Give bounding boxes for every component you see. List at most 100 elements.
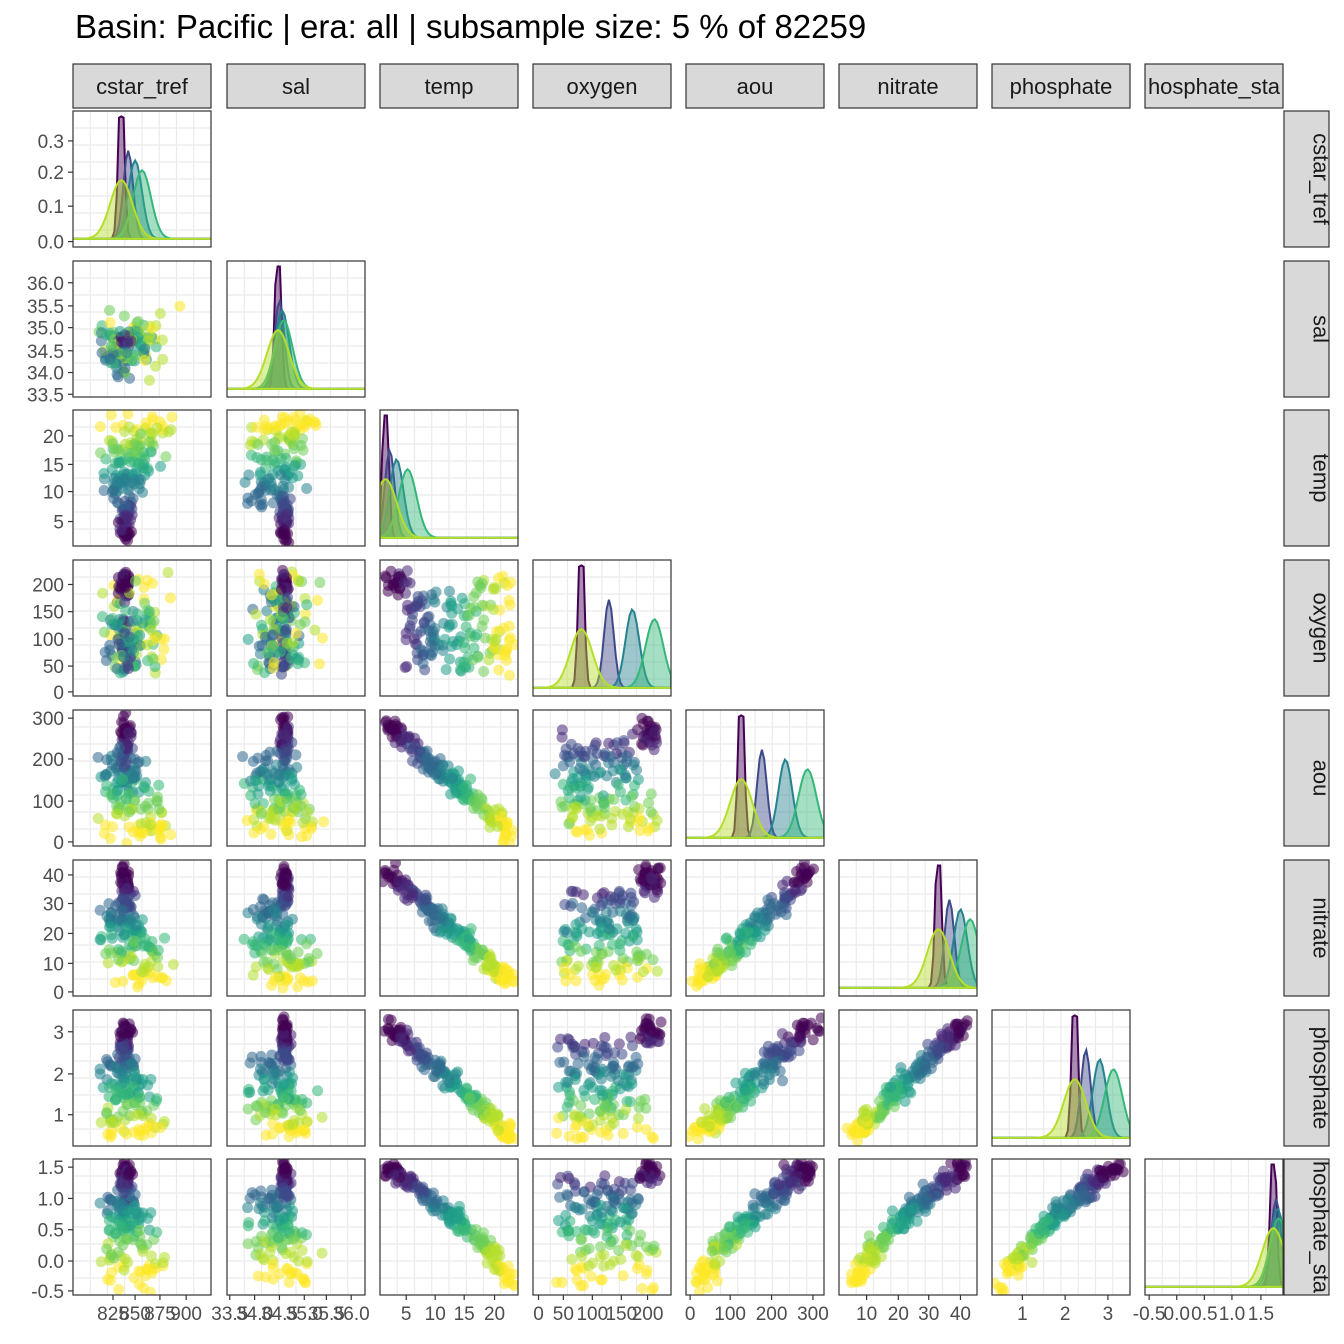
scatter-point	[107, 438, 119, 450]
scatter-point	[290, 801, 302, 813]
scatter-point	[104, 317, 116, 329]
scatter-point	[509, 1280, 518, 1292]
scatter-point	[96, 347, 108, 359]
scatter-point	[260, 451, 272, 463]
scatter-point	[145, 1207, 157, 1219]
scatter-point	[132, 981, 144, 993]
scatter-point	[605, 894, 617, 906]
scatter-point	[250, 608, 262, 620]
panel-nitrate-vs-aou	[685, 859, 825, 997]
scatter-point	[654, 862, 666, 874]
scatter-point	[127, 969, 139, 981]
scatter-point	[110, 1115, 122, 1127]
scatter-point	[282, 721, 294, 733]
scatter-point	[468, 803, 480, 815]
scatter-point	[695, 963, 707, 975]
scatter-point	[253, 640, 265, 652]
scatter-point	[815, 1012, 824, 1024]
scatter-point	[278, 497, 290, 509]
panel-border	[72, 409, 212, 547]
scatter-point	[280, 735, 292, 747]
scatter-point	[113, 457, 125, 469]
scatter-point	[117, 773, 129, 785]
scatter-point	[874, 1112, 886, 1124]
scatter-point	[129, 762, 141, 774]
scatter-point	[555, 796, 567, 808]
scatter-point	[436, 925, 448, 937]
scatter-point	[799, 1027, 811, 1039]
scatter-point	[416, 906, 428, 918]
panel-oxygen-vs-oxygen	[532, 559, 672, 697]
scatter-point	[283, 537, 295, 546]
scatter-point	[135, 803, 147, 815]
scatter-point	[642, 797, 654, 809]
scatter-point	[152, 944, 164, 956]
scatter-point	[268, 904, 280, 916]
scatter-point	[620, 794, 632, 806]
scatter-point	[95, 1256, 107, 1268]
scatter-point	[443, 621, 455, 633]
scatter-point	[141, 639, 153, 651]
scatter-point	[139, 453, 151, 465]
panel-nitrate-vs-cstar_tref	[72, 859, 212, 997]
scatter-point	[446, 773, 458, 785]
scatter-point	[105, 340, 117, 352]
scatter-point	[462, 651, 474, 663]
scatter-point	[314, 577, 326, 589]
scatter-point	[780, 892, 792, 904]
scatter-point	[409, 601, 421, 613]
scatter-point	[111, 808, 123, 820]
scatter-point	[637, 718, 649, 730]
panel-temp-vs-cstar_tref	[72, 409, 212, 547]
scatter-point	[745, 1095, 757, 1107]
scatter-point	[437, 775, 449, 787]
scatter-point	[762, 920, 774, 932]
scatter-point	[382, 1163, 394, 1175]
scatter-point	[299, 1276, 311, 1288]
scatter-point	[575, 1234, 587, 1246]
scatter-point	[166, 411, 178, 423]
scatter-point	[630, 1051, 642, 1063]
scatter-point	[94, 933, 106, 945]
scatter-point	[407, 889, 419, 901]
scatter-point	[280, 452, 292, 464]
scatter-point	[401, 1180, 413, 1192]
scatter-point	[627, 728, 639, 740]
scatter-point	[563, 1096, 575, 1108]
scatter-point	[468, 591, 480, 603]
scatter-point	[423, 625, 435, 637]
scatter-point	[292, 981, 304, 993]
scatter-point	[153, 779, 165, 791]
panel-border	[379, 859, 519, 997]
scatter-point	[600, 1124, 612, 1136]
scatter-point	[493, 664, 505, 676]
scatter-point	[292, 575, 304, 587]
scatter-point	[118, 1027, 130, 1039]
scatter-point	[888, 1101, 900, 1113]
scatter-point	[318, 816, 330, 828]
panel-border	[685, 709, 825, 847]
scatter-point	[770, 1058, 782, 1070]
scatter-point	[776, 1028, 788, 1040]
scatter-point	[296, 1244, 308, 1256]
scatter-point	[703, 1110, 715, 1122]
scatter-point	[282, 711, 294, 723]
scatter-point	[294, 1104, 306, 1116]
scatter-point	[258, 1074, 270, 1086]
scatter-point	[885, 1081, 897, 1093]
panel-aou-vs-aou	[685, 709, 825, 847]
scatter-point	[129, 1200, 141, 1212]
scatter-point	[120, 758, 132, 770]
scatter-point	[288, 1251, 300, 1263]
scatter-point	[292, 658, 304, 670]
scatter-point	[117, 651, 129, 663]
scatter-point	[255, 1050, 267, 1062]
scatter-point	[252, 788, 264, 800]
scatter-point	[597, 1089, 609, 1101]
scatter-point	[113, 954, 125, 966]
scatter-point	[553, 1112, 565, 1124]
scatter-point	[589, 1051, 601, 1063]
scatter-point	[248, 658, 260, 670]
scatter-point	[633, 864, 645, 876]
scatter-point	[303, 953, 315, 965]
